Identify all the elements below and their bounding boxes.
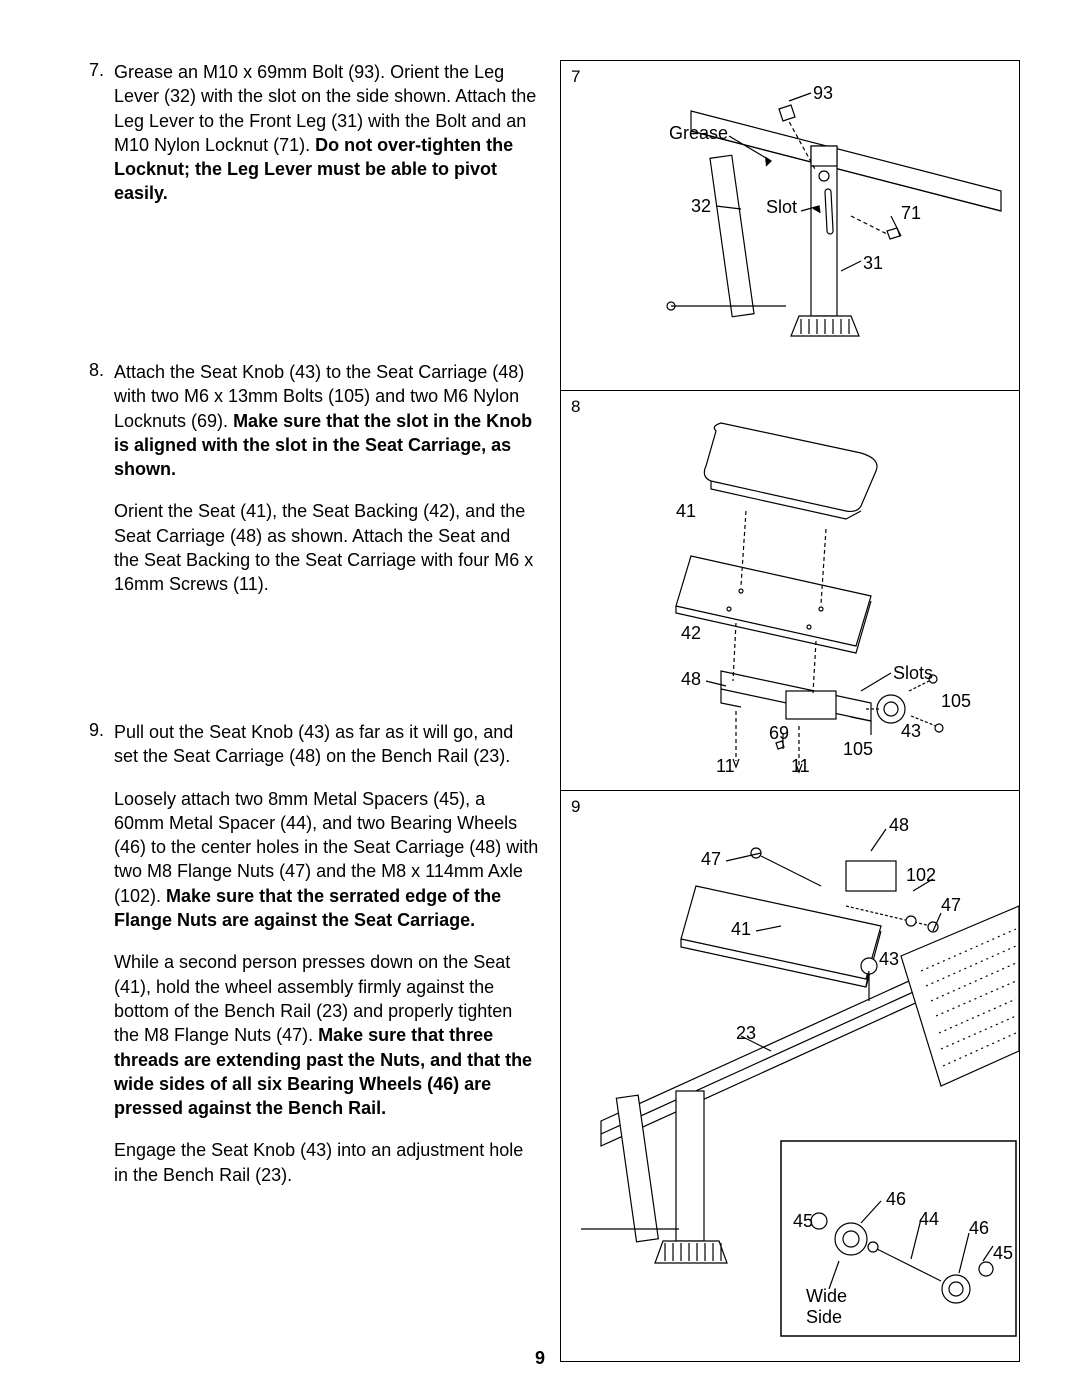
diagram-9-svg (561, 791, 1021, 1361)
d7-label-slot: Slot (766, 197, 797, 218)
d8-label-11b: 11 (791, 756, 810, 777)
step-7: 7. Grease an M10 x 69mm Bolt (93). Orien… (80, 60, 540, 340)
step-9-para-2: Loosely attach two 8mm Metal Spacers (45… (114, 787, 540, 933)
d8-label-43: 43 (901, 721, 921, 742)
d9-label-46a: 46 (886, 1189, 906, 1210)
d9-label-43: 43 (879, 949, 899, 970)
step-9-body: Pull out the Seat Knob (43) as far as it… (114, 720, 540, 1205)
step-9-para-1: Pull out the Seat Knob (43) as far as it… (114, 720, 540, 769)
instructions-column: 7. Grease an M10 x 69mm Bolt (93). Orien… (80, 60, 540, 1362)
step-7-number: 7. (80, 60, 114, 340)
d9-label-102: 102 (906, 865, 936, 886)
d7-label-71: 71 (901, 203, 921, 224)
step-8-para-1: Attach the Seat Knob (43) to the Seat Ca… (114, 360, 540, 481)
step-9-number: 9. (80, 720, 114, 1205)
page-number: 9 (0, 1348, 1080, 1369)
d7-label-93: 93 (813, 83, 833, 104)
d9-label-47b: 47 (941, 895, 961, 916)
step-7-para-1: Grease an M10 x 69mm Bolt (93). Orient t… (114, 60, 540, 206)
d9-label-side: Side (806, 1307, 842, 1328)
d9-label-23: 23 (736, 1023, 756, 1044)
diagram-9: 9 (561, 791, 1019, 1361)
step-8-para-2: Orient the Seat (41), the Seat Backing (… (114, 499, 540, 596)
d8-label-105a: 105 (941, 691, 971, 712)
step-7-body: Grease an M10 x 69mm Bolt (93). Orient t… (114, 60, 540, 340)
d8-label-69: 69 (769, 723, 789, 744)
d7-label-grease: Grease (669, 123, 728, 144)
d7-label-31: 31 (863, 253, 883, 274)
d9-label-46b: 46 (969, 1218, 989, 1239)
d8-label-11a: 11 (716, 756, 735, 777)
step-9-p2-bold: Make sure that the serrated edge of the … (114, 886, 501, 930)
step-8-number: 8. (80, 360, 114, 700)
diagram-8: 8 (561, 391, 1019, 791)
d8-label-slots: Slots (893, 663, 933, 684)
d9-label-44: 44 (919, 1209, 939, 1230)
step-9-para-3: While a second person presses down on th… (114, 950, 540, 1120)
d9-label-47a: 47 (701, 849, 721, 870)
d8-label-41: 41 (676, 501, 696, 522)
d8-label-48: 48 (681, 669, 701, 690)
d8-label-105b: 105 (843, 739, 873, 760)
diagram-7-svg (561, 61, 1021, 391)
step-9-para-4: Engage the Seat Knob (43) into an adjust… (114, 1138, 540, 1187)
step-8: 8. Attach the Seat Knob (43) to the Seat… (80, 360, 540, 700)
diagram-7: 7 (561, 61, 1019, 391)
diagram-8-svg (561, 391, 1021, 791)
step-8-body: Attach the Seat Knob (43) to the Seat Ca… (114, 360, 540, 700)
diagrams-column: 7 (560, 60, 1020, 1362)
d9-label-wide: Wide (806, 1286, 847, 1307)
d7-label-32: 32 (691, 196, 711, 217)
d9-label-41: 41 (731, 919, 751, 940)
d9-label-45b: 45 (993, 1243, 1013, 1264)
d9-label-45a: 45 (793, 1211, 813, 1232)
d8-label-42: 42 (681, 623, 701, 644)
step-9: 9. Pull out the Seat Knob (43) as far as… (80, 720, 540, 1205)
d9-label-48: 48 (889, 815, 909, 836)
page-content: 7. Grease an M10 x 69mm Bolt (93). Orien… (80, 60, 1020, 1362)
